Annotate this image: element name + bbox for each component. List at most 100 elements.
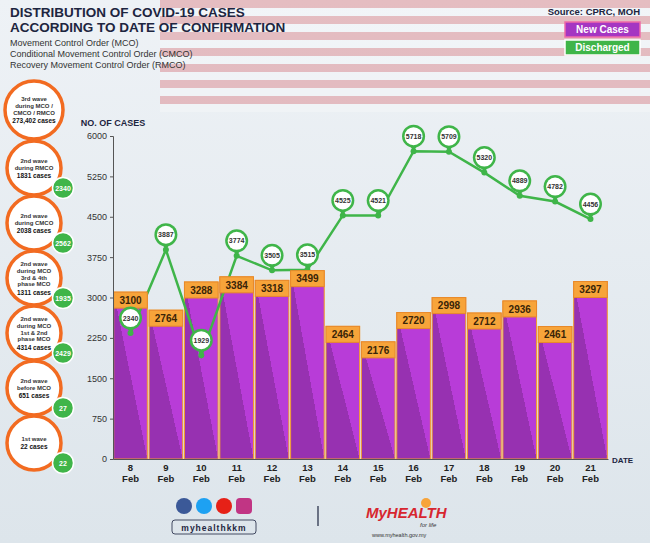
- wave-discharged-circle: [53, 398, 74, 419]
- marker-bubble: [367, 189, 390, 212]
- x-tick-label-line: Feb: [547, 473, 564, 484]
- wave-discharged: 2340: [55, 185, 71, 192]
- x-tick-label-line: Feb: [157, 473, 174, 484]
- bar-label: 2936: [509, 304, 532, 315]
- background: [0, 0, 650, 543]
- marker-bubble-inner: [405, 127, 423, 145]
- y-tick-label: 3000: [87, 293, 107, 303]
- wave-text: during MCO: [17, 323, 52, 329]
- wave-text: 1st & 2nd: [20, 330, 47, 336]
- bar: [291, 271, 325, 459]
- line-label: 2340: [123, 315, 139, 322]
- x-tick: 15Feb: [370, 459, 387, 484]
- bar: [361, 342, 395, 459]
- x-tick-label: 11Feb: [228, 462, 245, 484]
- marker-bubble: [296, 243, 319, 266]
- line-label: 5320: [477, 154, 493, 161]
- x-tick-label-line: 21: [585, 462, 596, 473]
- bar: [114, 292, 148, 459]
- legend-label: New Cases: [576, 24, 629, 35]
- bar: [220, 277, 254, 459]
- x-tick-label-line: 9: [163, 462, 168, 473]
- bar: [538, 327, 572, 459]
- wave-text: 2nd wave: [20, 261, 48, 267]
- line-label: 3887: [158, 231, 174, 238]
- x-tick-label-line: Feb: [405, 473, 422, 484]
- y-tick-label: 0: [102, 454, 107, 464]
- y-tick-mark: [110, 257, 113, 258]
- x-tick: 8Feb: [122, 459, 139, 484]
- x-axis: 8Feb9Feb10Feb11Feb12Feb13Feb14Feb15Feb16…: [114, 459, 609, 484]
- line-label: 3505: [264, 252, 280, 259]
- bar-label-box: [149, 310, 183, 326]
- wave-text: phase MCO: [17, 336, 50, 342]
- brand-tagline: for life: [420, 522, 437, 528]
- social-icon: [236, 498, 252, 514]
- wave-circle: [5, 81, 63, 139]
- x-tick-label: 17Feb: [441, 462, 458, 484]
- wave-cases: 2038 cases: [17, 227, 52, 234]
- bar-label: 3297: [579, 284, 602, 295]
- legend: New CasesDischarged: [565, 22, 640, 55]
- wave-discharged: 22: [59, 460, 67, 467]
- x-tick: 16Feb: [405, 459, 422, 484]
- wave-text: CMCO / RMCO: [13, 110, 55, 116]
- bar-label: 3100: [119, 295, 142, 306]
- wave-text: 2nd wave: [20, 378, 48, 384]
- marker-bubble-inner: [122, 309, 140, 327]
- wave-text: 3rd & 4th: [21, 275, 47, 281]
- bar-label: 2464: [332, 329, 355, 340]
- bar-label-box: [291, 271, 325, 287]
- wave-text: 2nd wave: [20, 213, 48, 219]
- x-tick-label: 8Feb: [122, 462, 139, 484]
- x-tick-label: 14Feb: [334, 462, 351, 484]
- bar-label: 2176: [367, 345, 390, 356]
- y-tick-mark: [110, 378, 113, 379]
- x-tick-label-line: Feb: [334, 473, 351, 484]
- line-label: 5718: [406, 133, 422, 140]
- bar: [397, 313, 431, 459]
- x-tick-label-line: 8: [128, 462, 133, 473]
- y-tick-mark: [110, 176, 113, 177]
- wave-discharged-circle: [53, 178, 74, 199]
- x-tick-label-line: 16: [408, 462, 419, 473]
- bar: [149, 310, 183, 459]
- y-tick-mark: [110, 338, 113, 339]
- marker-bubble: [473, 146, 496, 169]
- social-icon: [216, 498, 232, 514]
- y-tick-label: 5250: [87, 172, 107, 182]
- y-tick-label: 6000: [87, 131, 107, 141]
- social-box: [172, 520, 256, 534]
- x-tick-label-line: 13: [302, 462, 313, 473]
- social-icon: [176, 498, 192, 514]
- x-tick-label: 15Feb: [370, 462, 387, 484]
- bar-label: 2712: [473, 316, 496, 327]
- footer: myhealthkkmMyHEALTHfor lifewww.myhealth.…: [172, 498, 448, 538]
- bar-label-box: [114, 292, 148, 308]
- marker-bubble-inner: [228, 232, 246, 250]
- brand: MyHEALTH: [366, 504, 448, 521]
- y-tick: 5250: [87, 172, 113, 182]
- y-tick-label: 3750: [87, 253, 107, 263]
- line-label: 1929: [193, 337, 209, 344]
- wave-text: before MCO: [17, 385, 51, 391]
- bar: [574, 282, 608, 459]
- marker-bubble-inner: [157, 226, 175, 244]
- title: DISTRIBUTION OF COVID-19 CASES: [10, 5, 245, 20]
- marker-bubble-inner: [511, 172, 529, 190]
- flag-stripe: [160, 56, 650, 64]
- social-icon: [196, 498, 212, 514]
- y-axis-line: [110, 137, 114, 460]
- bar-label-box: [397, 313, 431, 329]
- marker-bubble: [331, 189, 354, 212]
- marker-bubble: [579, 193, 602, 216]
- bar-label-box: [255, 280, 289, 296]
- wave-text: during MCO: [17, 268, 52, 274]
- line-label: 4456: [583, 201, 599, 208]
- flag-stripe: [160, 104, 650, 112]
- wave-text: 2nd wave: [20, 158, 48, 164]
- marker-bubble: [154, 223, 177, 246]
- x-tick: 13Feb: [299, 459, 316, 484]
- subtitle: Recovery Movement Control Order (RMCO): [10, 60, 186, 70]
- y-tick-label: 4500: [87, 212, 107, 222]
